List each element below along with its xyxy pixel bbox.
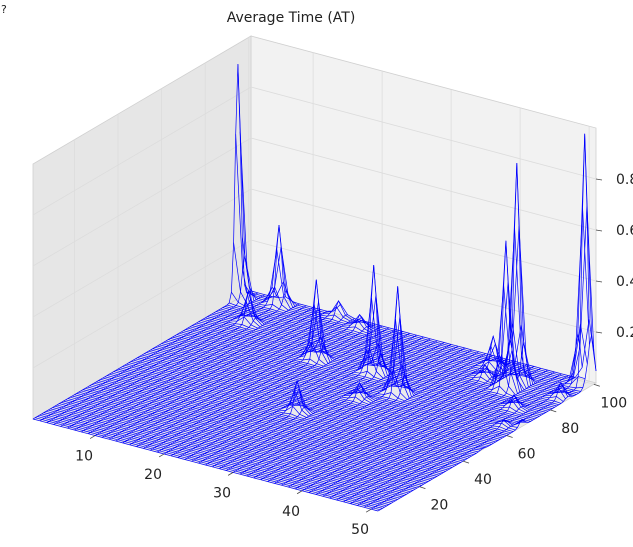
surface-wire-x [288,336,507,488]
surface-wire-x [239,345,459,475]
surface-wire-x [350,375,569,504]
surface-wire-x [39,255,259,422]
surface-wire-x [219,340,438,470]
y-tick-label: 100 [600,395,627,411]
z-tick-label: 0.2 [616,325,633,341]
grid-line-z [250,188,597,282]
surface-wire-x [336,371,555,501]
x-tick-label: 50 [351,522,369,538]
x-tick-label: 10 [75,449,93,465]
y-tick-mark [550,409,557,413]
surface-wire-x [184,331,403,460]
y-tick-mark [506,435,513,438]
surface-wire-x [46,294,265,424]
surface-wire-x [177,329,397,458]
surface-wire-x [274,355,493,484]
surface-wire-x [308,364,528,493]
surface-wire-x [32,64,252,420]
surface-wire-x [364,333,583,508]
surface-wire-x [74,289,293,431]
grid-line-z [32,239,252,369]
surface-wire-x [322,162,541,497]
surface-wire-x [136,318,355,447]
z-tick-label: 0.4 [616,274,633,290]
grid-line-z [250,86,597,180]
z-tick-mark [595,178,603,181]
grid-line-z [32,188,252,318]
x-tick-label: 30 [213,485,231,501]
z-tick-mark [595,280,603,283]
y-tick-mark [462,460,470,464]
surface-wire-x [115,310,334,442]
surface-wire-x [163,325,383,455]
surface-wire-x [67,224,286,429]
axis-ticks: 10 20 30 40 50 20 40 60 80 100 0.2 0.4 0.6 0.8 [75,172,633,538]
y-tick-label: 40 [474,472,492,488]
corner-mark: ? [1,3,7,16]
surface-wire-x [108,310,328,440]
surface-wire-x [60,286,279,427]
grid-line-z [32,86,252,216]
x-tick-mark [296,490,303,495]
surface-wire-x [157,279,376,453]
surface-wire-x [122,300,341,444]
z-tick-label: 0.8 [616,172,633,188]
y-tick-label: 80 [561,421,579,437]
surface-wire-x [232,344,452,473]
surface-wire-x [129,314,348,446]
y-tick-label: 60 [518,447,536,463]
surface-wire-x [281,356,500,486]
surface-wire-x [260,351,479,481]
x-tick-label: 20 [144,467,162,483]
surface-wire-x [301,362,521,492]
surface-wire-x [88,305,307,435]
y-tick-mark [593,383,600,387]
surface-wire-x [246,347,466,477]
surface-wire-x [370,133,590,510]
surface-wire-x [94,307,314,436]
surface-wire-x [170,327,390,457]
surface-wire-x [205,336,424,466]
grid-line-z [32,137,252,267]
surface-wire-x [101,309,321,438]
surface-wire-x [143,320,362,449]
grid-line-z [250,137,597,231]
surface-wire-x [357,377,576,506]
surface-wire-x [226,342,445,471]
surface-wire-x [295,360,514,490]
z-tick-label: 0.6 [616,223,633,239]
surface-mesh [32,64,597,512]
y-tick-label: 20 [430,498,448,514]
surface-wire-x [329,342,548,499]
surface-wire-x [150,313,369,451]
y-tick-mark [419,486,426,490]
surface-wire-x [315,338,535,495]
surface-wire-x [253,286,472,479]
x-tick-mark [365,508,372,513]
chart-title: Average Time (AT) [227,10,356,26]
x-tick-mark [89,435,96,439]
x-tick-mark [227,472,234,476]
surface-wire-x [267,353,486,482]
surface-wire-x [198,334,417,464]
grid-line-z [250,239,597,333]
surface-wire-x [343,373,562,503]
surface-wire-x [81,303,300,433]
x-tick-mark [158,453,165,458]
surface-wire-x [53,296,272,425]
x-tick-label: 40 [282,504,300,520]
z-tick-mark [595,229,603,232]
surface-wire-x [377,334,597,512]
z-tick-mark [595,331,603,334]
